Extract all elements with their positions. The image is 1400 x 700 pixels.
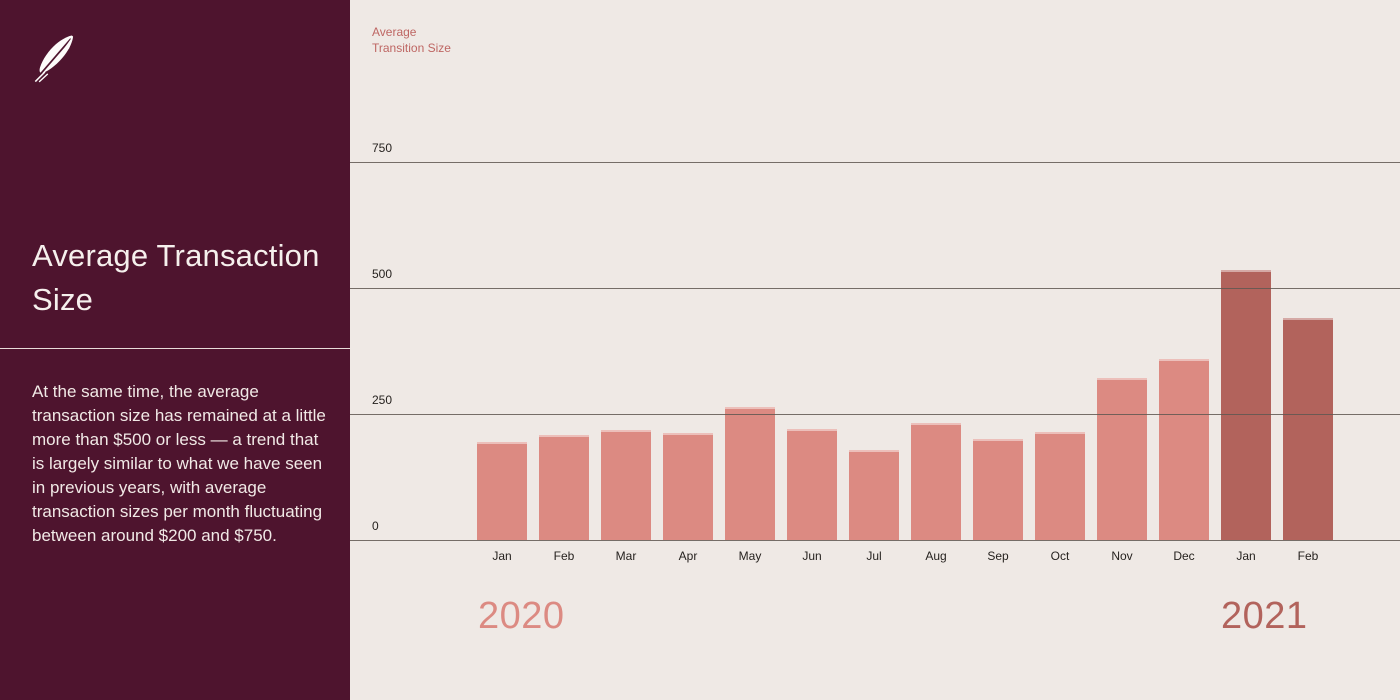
x-tick-label-sep-2020: Sep <box>987 549 1009 563</box>
bar-feb-2020 <box>539 435 589 540</box>
y-tick-label-250: 250 <box>372 393 393 407</box>
x-tick-label-dec-2020: Dec <box>1173 549 1195 563</box>
y-tick-label-750: 750 <box>372 141 393 155</box>
chart-y-axis-label: Average Transition Size <box>372 24 451 56</box>
year-label-2021: 2021 <box>1221 595 1308 637</box>
gridline-250 <box>350 414 1400 415</box>
bar-apr-2020 <box>663 433 713 540</box>
bar-dec-2020 <box>1159 359 1209 540</box>
x-tick-label-jan-2020: Jan <box>492 549 512 563</box>
x-tick-label-may-2020: May <box>738 549 762 563</box>
bar-may-2020 <box>725 407 775 540</box>
y-tick-label-0: 0 <box>372 519 379 533</box>
bar-jan-2020 <box>477 442 527 540</box>
chart-y-axis-label-line1: Average <box>372 25 417 39</box>
x-tick-label-mar-2020: Mar <box>615 549 637 563</box>
gridline-500 <box>350 288 1400 289</box>
bar-aug-2020 <box>911 423 961 540</box>
x-tick-label-aug-2020: Aug <box>925 549 947 563</box>
x-tick-label-jun-2020: Jun <box>802 549 822 563</box>
year-label-2020: 2020 <box>478 595 565 637</box>
bar-jan-2021 <box>1221 270 1271 540</box>
chart-y-axis-label-line2: Transition Size <box>372 41 451 55</box>
bar-jul-2020 <box>849 450 899 540</box>
divider-line <box>0 348 350 349</box>
bar-nov-2020 <box>1097 378 1147 540</box>
x-tick-label-jul-2020: Jul <box>866 549 882 563</box>
x-tick-label-nov-2020: Nov <box>1111 549 1133 563</box>
x-tick-label-feb-2020: Feb <box>553 549 575 563</box>
bar-oct-2020 <box>1035 432 1085 540</box>
feather-icon <box>34 35 74 83</box>
x-tick-label-feb-2021: Feb <box>1297 549 1319 563</box>
chart-area: Average Transition Size 750 500 250 0 Jan Feb… <box>350 0 1400 700</box>
robinhood-feather-icon <box>30 33 80 85</box>
x-tick-label-oct-2020: Oct <box>1050 549 1070 563</box>
description-text: At the same time, the average transactio… <box>32 382 326 545</box>
bar-jun-2020 <box>787 429 837 540</box>
gridline-0 <box>350 540 1400 541</box>
gridline-750 <box>350 162 1400 163</box>
x-tick-label-jan-2021: Jan <box>1236 549 1256 563</box>
bar-feb-2021 <box>1283 318 1333 540</box>
bar-mar-2020 <box>601 430 651 540</box>
y-tick-label-500: 500 <box>372 267 393 281</box>
sidebar: Average Transaction Size At the same tim… <box>0 0 350 700</box>
bar-sep-2020 <box>973 439 1023 540</box>
x-tick-label-apr-2020: Apr <box>678 549 698 563</box>
page-title: Average Transaction Size <box>32 238 320 317</box>
